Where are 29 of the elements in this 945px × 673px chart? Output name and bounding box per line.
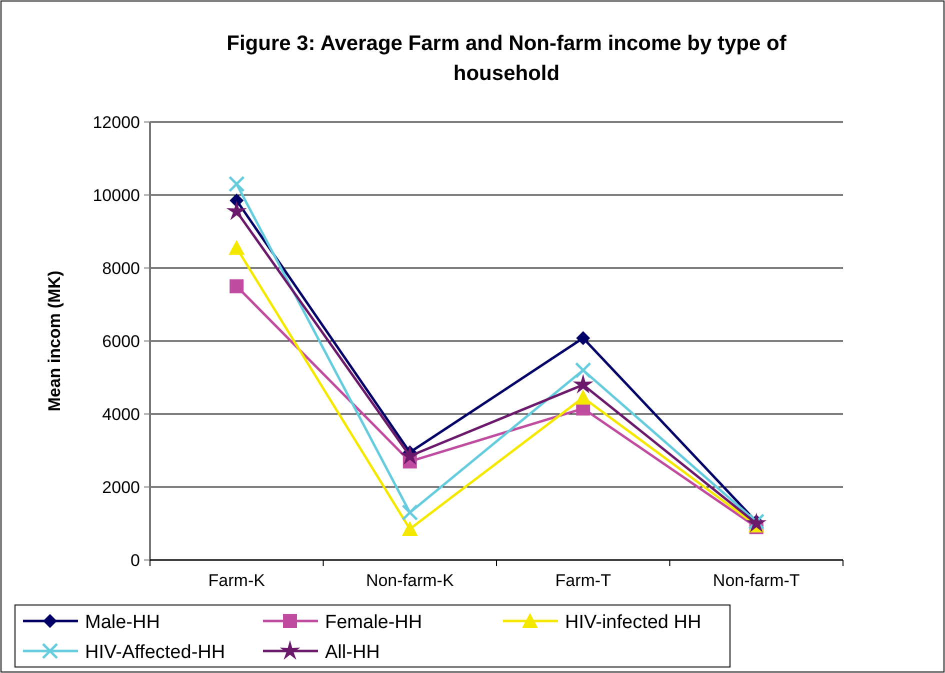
y-tick-label: 12000 [92,113,140,132]
y-tick-label: 2000 [102,478,140,497]
y-tick-label: 10000 [92,186,140,205]
legend-label: Male-HH [85,612,160,633]
point [402,504,418,521]
point [400,446,419,464]
chart-title: Figure 3: Average Farm and Non-farm income by type of household [226,32,788,85]
y-tick-label: 8000 [102,259,140,278]
legend-label: HIV-infected HH [565,612,702,633]
x-tick-label: Farm-T [555,571,611,590]
point [576,331,590,346]
y-axis-title: Mean incom (MK) [45,270,64,412]
point [574,362,592,378]
point [228,240,245,255]
y-tick-label: 6000 [102,332,140,351]
point [402,520,418,536]
legend-label: All-HH [325,642,380,663]
point [230,279,244,294]
point [575,390,592,405]
legend-label: Female-HH [325,612,422,633]
y-tick-label: 4000 [102,405,140,424]
x-tick-label: Non-farm-T [712,571,800,590]
point [574,375,592,393]
x-tick-label: Non-farm-K [366,571,454,590]
point [228,202,246,220]
legend-label: HIV-Affected-HH [85,642,226,663]
y-tick-label: 0 [130,551,140,570]
point [228,176,245,192]
x-tick-label: Farm-K [208,571,266,590]
